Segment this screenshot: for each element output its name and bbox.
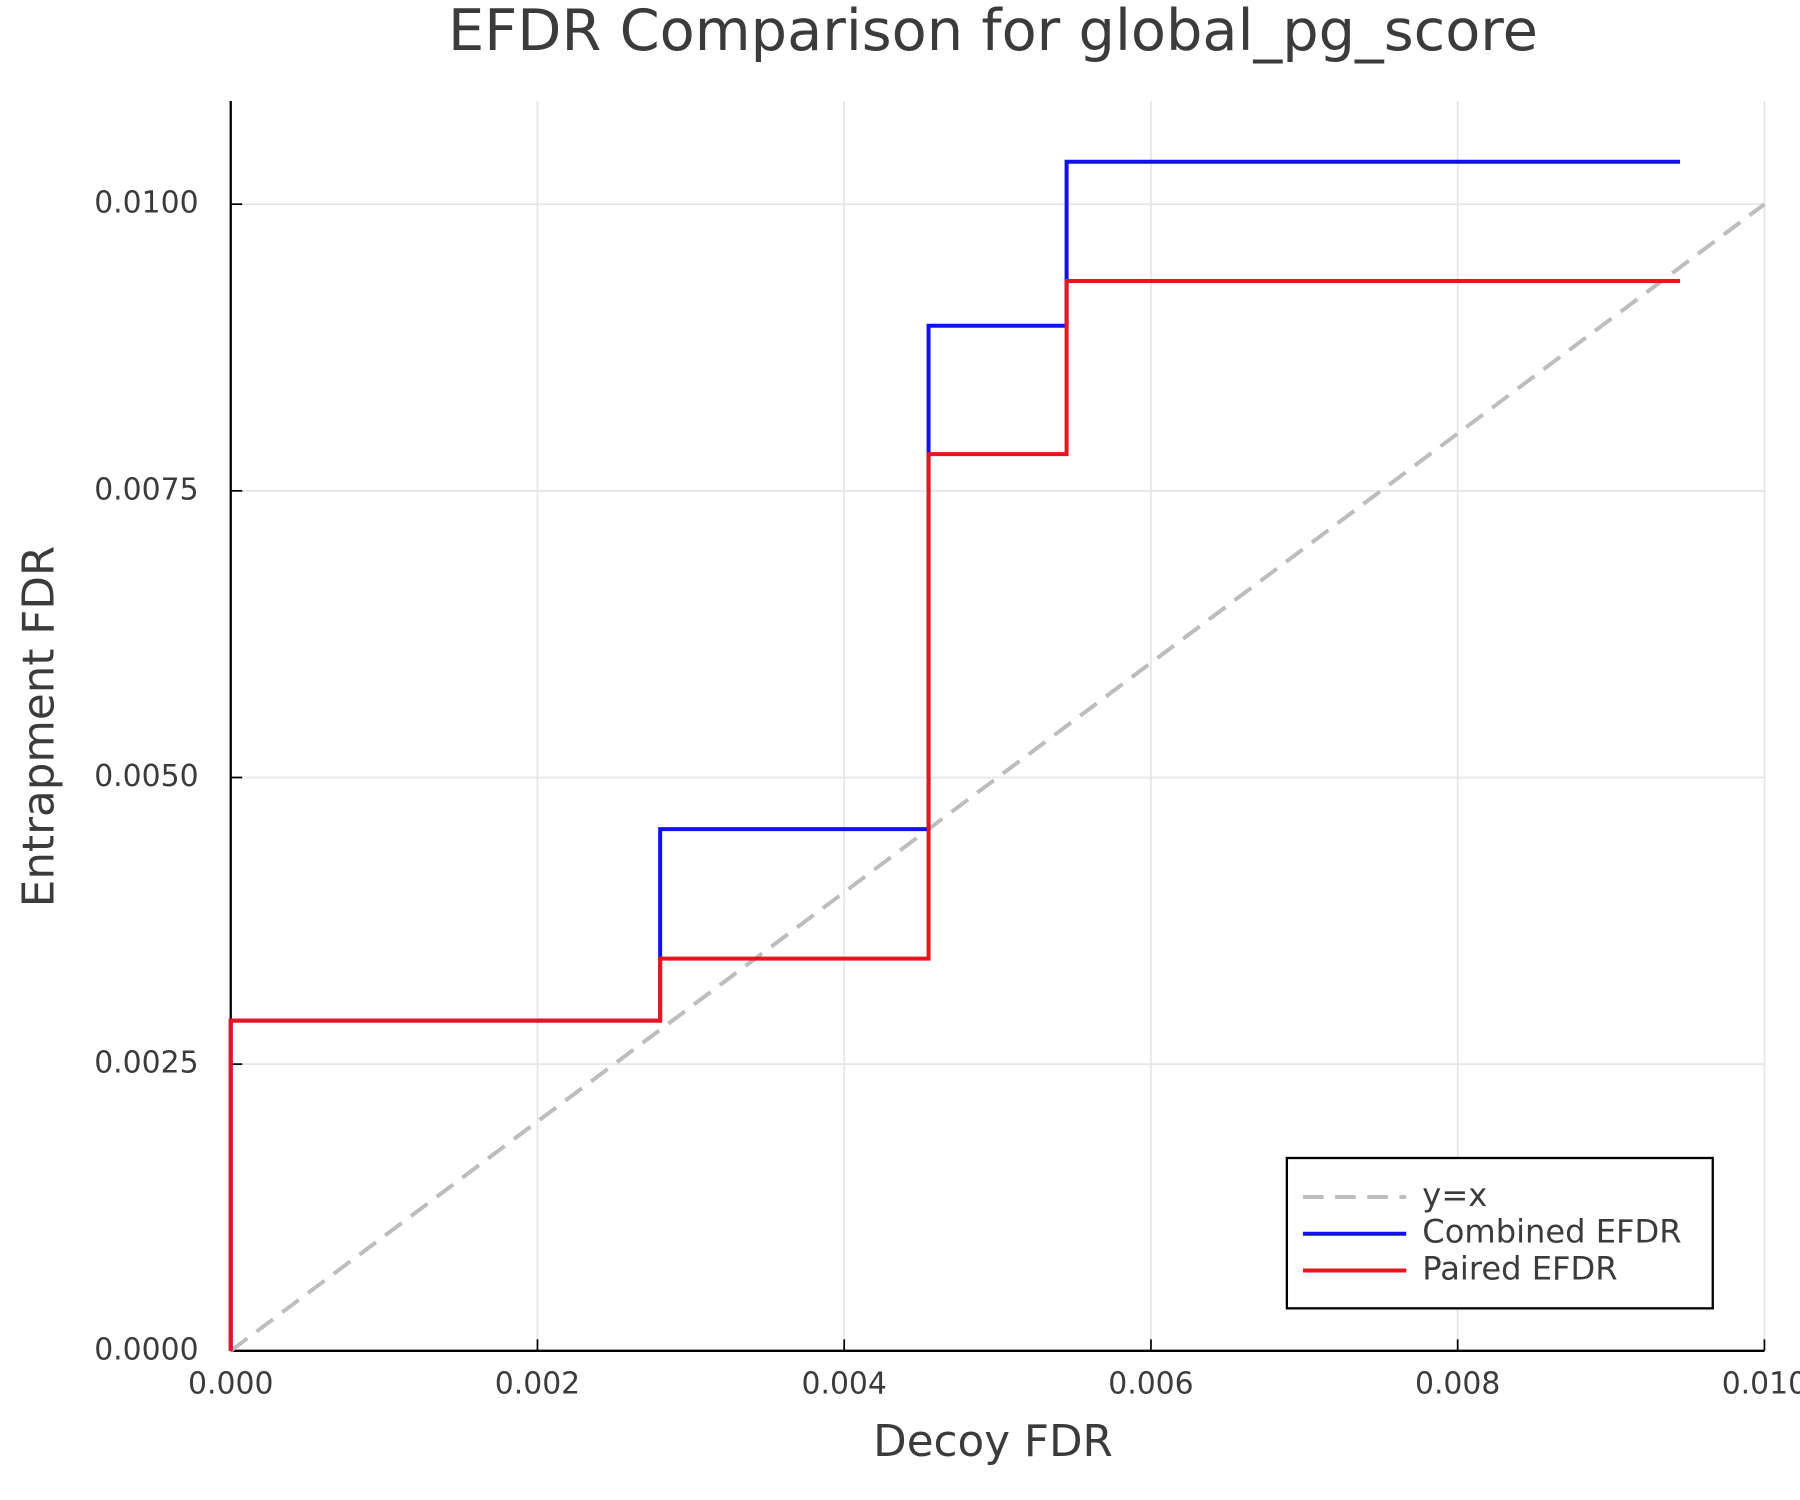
legend-label: Paired EFDR xyxy=(1422,1249,1617,1287)
y-tick-label: 0.0075 xyxy=(94,472,198,507)
legend-label: Combined EFDR xyxy=(1422,1213,1681,1251)
x-tick-label: 0.002 xyxy=(495,1367,580,1402)
chart-title: EFDR Comparison for global_pg_score xyxy=(448,0,1538,64)
x-tick-label: 0.004 xyxy=(802,1367,887,1402)
x-tick-label: 0.008 xyxy=(1415,1367,1500,1402)
x-tick-label: 0.000 xyxy=(188,1367,273,1402)
y-tick-label: 0.0025 xyxy=(94,1046,198,1081)
y-axis-label: Entrapment FDR xyxy=(14,546,64,907)
y-tick-label: 0.0000 xyxy=(94,1332,198,1367)
data-line xyxy=(228,279,1681,1351)
y-tick-label: 0.0050 xyxy=(94,759,198,794)
x-tick-label: 0.010 xyxy=(1722,1367,1800,1402)
legend-label: y=x xyxy=(1422,1176,1487,1214)
y-tick-label: 0.0100 xyxy=(94,186,198,221)
x-tick-label: 0.006 xyxy=(1108,1367,1193,1402)
x-axis-label: Decoy FDR xyxy=(873,1417,1113,1467)
